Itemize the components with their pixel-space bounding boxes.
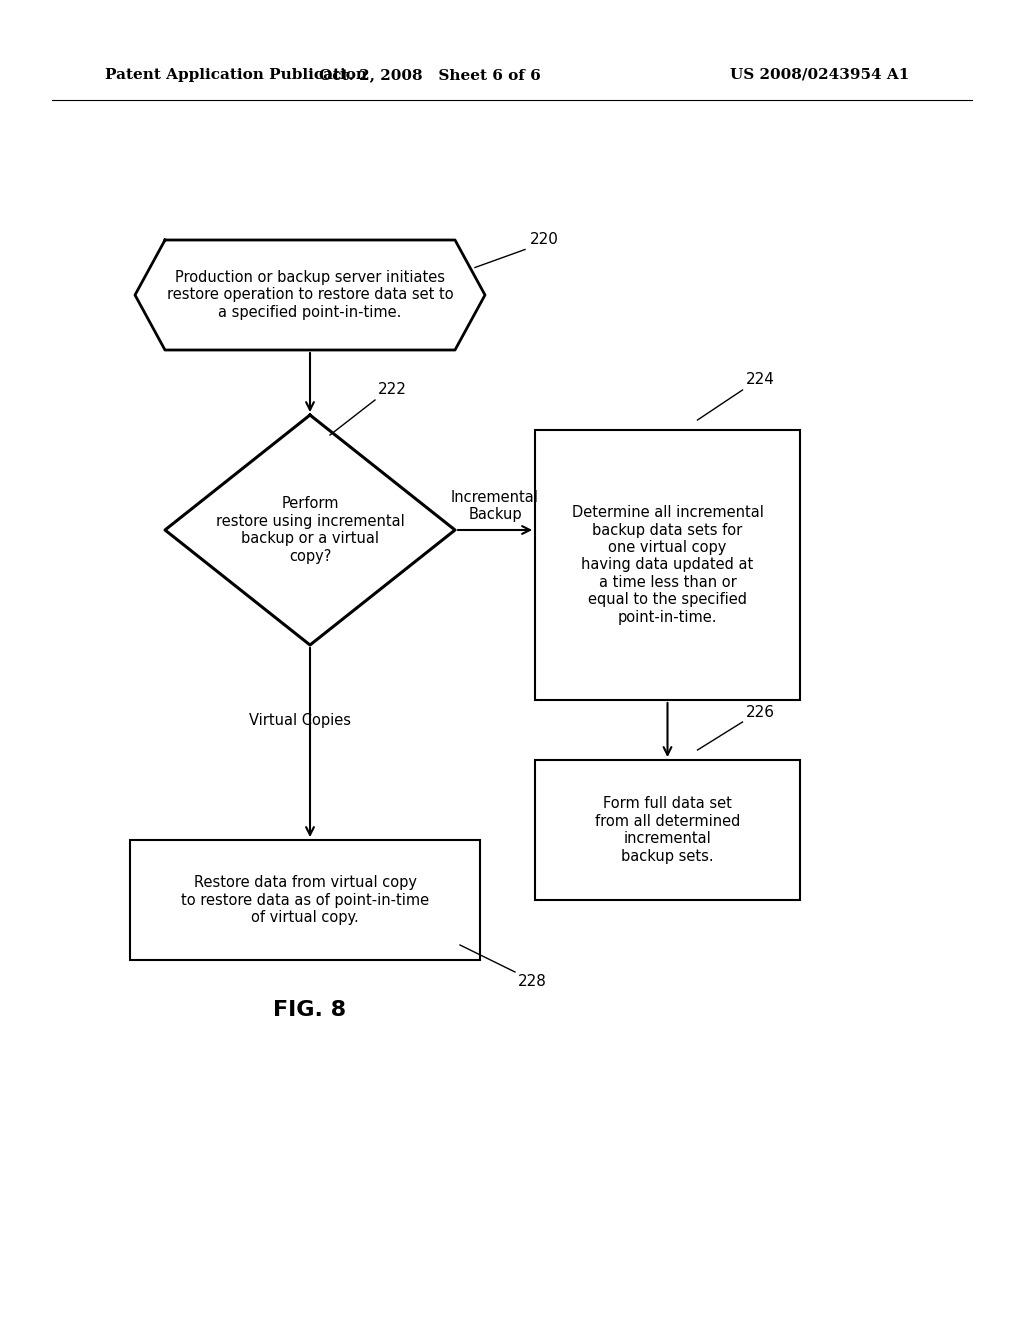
Text: 224: 224	[745, 372, 774, 387]
FancyBboxPatch shape	[535, 430, 800, 700]
Text: US 2008/0243954 A1: US 2008/0243954 A1	[730, 69, 909, 82]
Text: 226: 226	[745, 705, 774, 719]
FancyBboxPatch shape	[130, 840, 480, 960]
Text: Oct. 2, 2008   Sheet 6 of 6: Oct. 2, 2008 Sheet 6 of 6	[319, 69, 541, 82]
Text: Determine all incremental
backup data sets for
one virtual copy
having data upda: Determine all incremental backup data se…	[571, 506, 764, 624]
Text: Patent Application Publication: Patent Application Publication	[105, 69, 367, 82]
FancyBboxPatch shape	[535, 760, 800, 900]
Text: Form full data set
from all determined
incremental
backup sets.: Form full data set from all determined i…	[595, 796, 740, 863]
Text: 220: 220	[530, 232, 559, 248]
Text: 222: 222	[378, 381, 407, 397]
Text: Incremental
Backup: Incremental Backup	[451, 490, 539, 521]
Text: Perform
restore using incremental
backup or a virtual
copy?: Perform restore using incremental backup…	[216, 496, 404, 564]
Text: 228: 228	[518, 974, 547, 989]
Text: Restore data from virtual copy
to restore data as of point-in-time
of virtual co: Restore data from virtual copy to restor…	[181, 875, 429, 925]
Text: FIG. 8: FIG. 8	[273, 1001, 346, 1020]
Text: Virtual Copies: Virtual Copies	[249, 713, 351, 727]
Text: Production or backup server initiates
restore operation to restore data set to
a: Production or backup server initiates re…	[167, 271, 454, 319]
